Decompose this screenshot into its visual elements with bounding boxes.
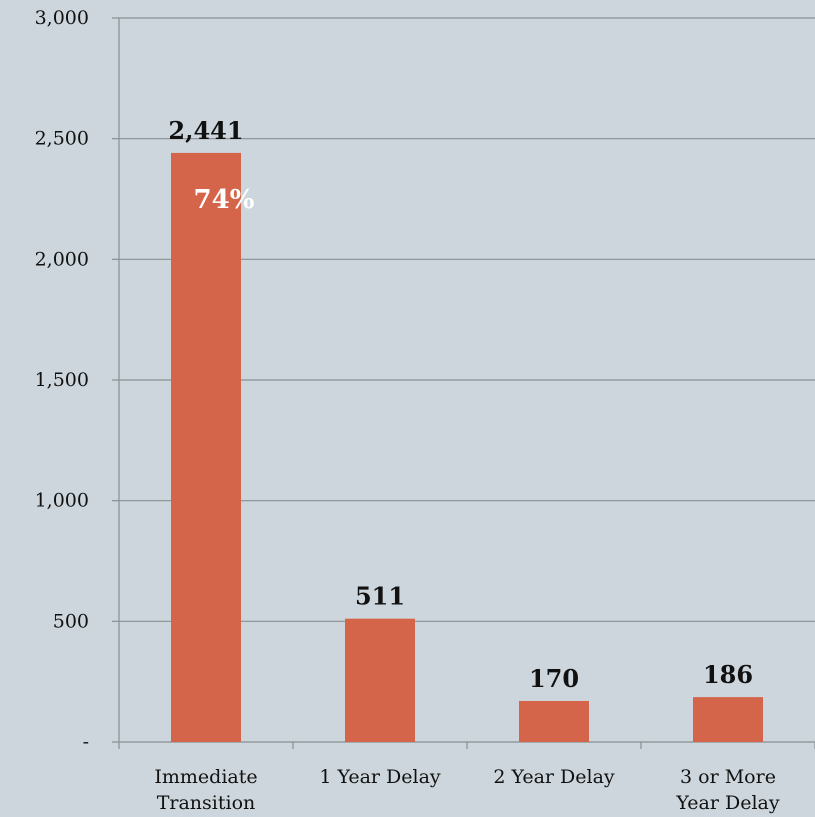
x-tick-label-line: Year Delay <box>675 792 779 814</box>
labels: - 500 1,000 1,500 2,000 2,500 3,000 2,441 Immedi… <box>35 7 780 814</box>
y-tick-label: 1,000 <box>35 490 89 512</box>
bar <box>693 697 763 742</box>
data-label: 170 <box>529 664 579 693</box>
bar <box>519 700 589 742</box>
x-tick-label-line: Immediate <box>154 766 257 788</box>
bars <box>171 152 763 742</box>
data-label: 511 <box>355 582 405 611</box>
x-tick-label: 2 Year Delay <box>493 766 615 788</box>
bar <box>345 618 415 742</box>
percentage-annotation: 74% <box>194 185 255 215</box>
x-tick-label: Immediate Transition <box>154 766 257 814</box>
x-tick-label: 3 or More Year Delay <box>675 766 779 814</box>
data-label: 2,441 <box>168 116 243 145</box>
x-tick-label: 1 Year Delay <box>319 766 441 788</box>
x-tick-label-line: Transition <box>157 792 256 814</box>
x-tick-label-line: 1 Year Delay <box>319 766 441 788</box>
bar <box>171 152 241 742</box>
x-tick-label-line: 2 Year Delay <box>493 766 615 788</box>
x-tick-label-line: 3 or More <box>680 766 776 788</box>
y-tick-label: 500 <box>53 610 89 632</box>
y-tick-label: 1,500 <box>35 369 89 391</box>
data-label: 186 <box>703 660 753 689</box>
y-tick-label: 2,500 <box>35 128 89 150</box>
y-tick-label: 2,000 <box>35 248 89 270</box>
y-tick-label: - <box>83 731 89 753</box>
y-tick-label: 3,000 <box>35 7 89 29</box>
